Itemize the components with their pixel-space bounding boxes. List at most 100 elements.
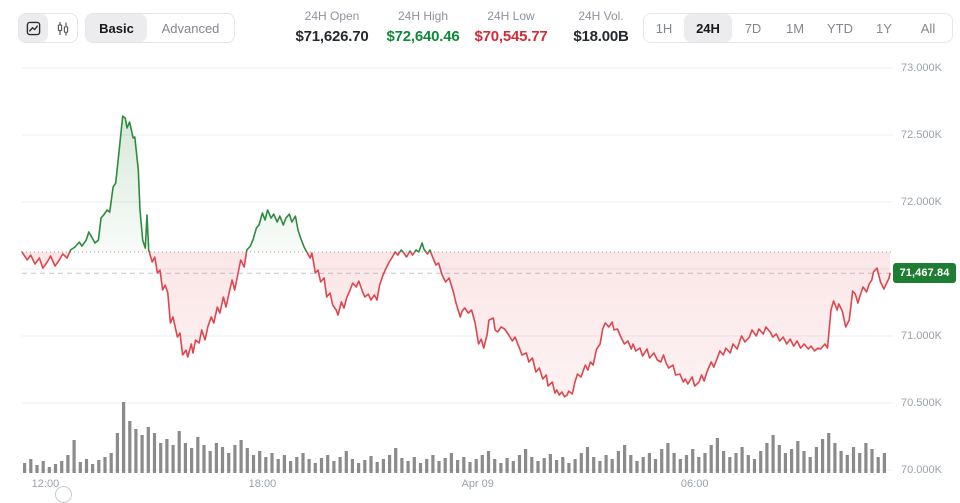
range-all[interactable]: All: [920, 20, 936, 36]
volume-bar: [363, 460, 367, 473]
volume-bar: [678, 459, 682, 473]
volume-bar: [122, 402, 126, 473]
volume-bar: [765, 443, 769, 473]
volume-bar: [629, 455, 633, 473]
volume-bar: [233, 445, 237, 473]
volume-bar: [530, 457, 534, 473]
volume-bar: [196, 437, 200, 473]
candlestick-icon: [56, 21, 70, 36]
volume-bar: [598, 461, 602, 473]
range-7d[interactable]: 7D: [744, 20, 762, 36]
volume-bar: [777, 445, 781, 473]
volume-bar: [647, 453, 651, 473]
volume-bar: [740, 447, 744, 473]
volume-bar: [870, 449, 874, 473]
candlestick-chart-button[interactable]: [48, 14, 77, 42]
volume-bar: [876, 457, 880, 473]
volume-bar: [388, 455, 392, 473]
range-control: 1H 24H 7D 1M YTD 1Y All: [643, 13, 953, 43]
volume-bar: [524, 449, 528, 473]
volume-bar: [462, 457, 466, 473]
volume-bar: [567, 463, 571, 473]
volume-bar: [734, 453, 738, 473]
stat-value: $70,545.77: [474, 28, 548, 45]
volume-bar: [128, 421, 132, 473]
volume-bar: [115, 433, 119, 473]
volume-bar: [684, 455, 689, 473]
volume-bar: [214, 443, 218, 473]
current-price-badge: 71,467.84: [893, 263, 956, 284]
volume-bar: [66, 455, 70, 473]
volume-bar: [152, 433, 157, 473]
volume-bar: [159, 443, 163, 473]
volume-bar: [406, 461, 410, 473]
volume-bar: [493, 459, 497, 473]
volume-bar: [171, 445, 175, 473]
volume-bar: [245, 448, 249, 473]
volume-bar: [357, 463, 361, 473]
area-fill-down: [22, 252, 890, 397]
volume-bar: [468, 462, 472, 473]
volume-bar: [703, 453, 707, 473]
volume-bar: [84, 459, 89, 473]
volume-bar: [307, 459, 311, 473]
volume-bar: [851, 447, 856, 473]
volume-bar: [289, 461, 293, 473]
volume-bar: [821, 439, 825, 473]
volume-bar: [579, 453, 583, 473]
volume-bar: [827, 433, 831, 473]
tab-advanced[interactable]: Advanced: [161, 20, 220, 36]
range-1y[interactable]: 1Y: [876, 20, 892, 36]
volume-bar: [858, 453, 862, 473]
volume-bar: [35, 465, 39, 473]
volume-bar: [796, 441, 800, 473]
volume-bar: [759, 451, 763, 473]
volume-bar: [555, 460, 559, 473]
volume-bar: [146, 427, 150, 473]
stat-label: 24H Vol.: [578, 9, 624, 23]
volume-bar: [202, 445, 206, 473]
volume-bar: [808, 457, 812, 473]
stat-24h-low: 24H Low $70,545.77: [474, 9, 547, 45]
line-chart-button[interactable]: [19, 14, 48, 42]
volume-bar: [517, 455, 522, 473]
volume-bar: [641, 457, 645, 473]
volume-bar: [746, 455, 750, 473]
stat-24h-vol: 24H Vol. $18.00B: [573, 9, 629, 45]
volume-bar: [802, 451, 806, 473]
volume-bar: [660, 449, 664, 473]
stat-value: $18.00B: [573, 28, 629, 45]
volume-bar: [400, 458, 404, 473]
range-1m[interactable]: 1M: [785, 20, 805, 36]
volume-bar: [536, 461, 540, 473]
volume-bar: [97, 460, 101, 473]
mode-control: Basic Advanced: [85, 13, 235, 43]
volume-bar: [183, 443, 187, 473]
volume-bar: [412, 457, 416, 473]
chart-type-control: [18, 13, 78, 43]
volume-bar: [332, 461, 336, 473]
volume-bar: [722, 451, 726, 473]
volume-bar: [814, 447, 818, 473]
stat-label: 24H Low: [487, 9, 535, 23]
range-24h[interactable]: 24H: [684, 14, 732, 42]
volume-bar: [270, 453, 274, 473]
volume-bar: [486, 451, 491, 473]
stat-24h-open: 24H Open $71,626.70: [295, 9, 368, 45]
tab-basic[interactable]: Basic: [86, 14, 147, 42]
volume-bar: [623, 445, 627, 473]
volume-bar: [790, 449, 794, 473]
range-1h[interactable]: 1H: [655, 20, 673, 36]
line-chart-icon: [26, 21, 41, 36]
area-fill-up: [22, 116, 890, 253]
volume-bar: [326, 455, 330, 473]
volume-bar: [418, 463, 423, 473]
range-ytd[interactable]: YTD: [827, 20, 853, 36]
volume-bar: [882, 453, 886, 473]
volume-bar: [208, 451, 212, 473]
volume-bar: [47, 467, 51, 473]
volume-bar: [431, 455, 435, 473]
volume-bar: [239, 440, 243, 473]
volume-bar: [561, 457, 565, 473]
